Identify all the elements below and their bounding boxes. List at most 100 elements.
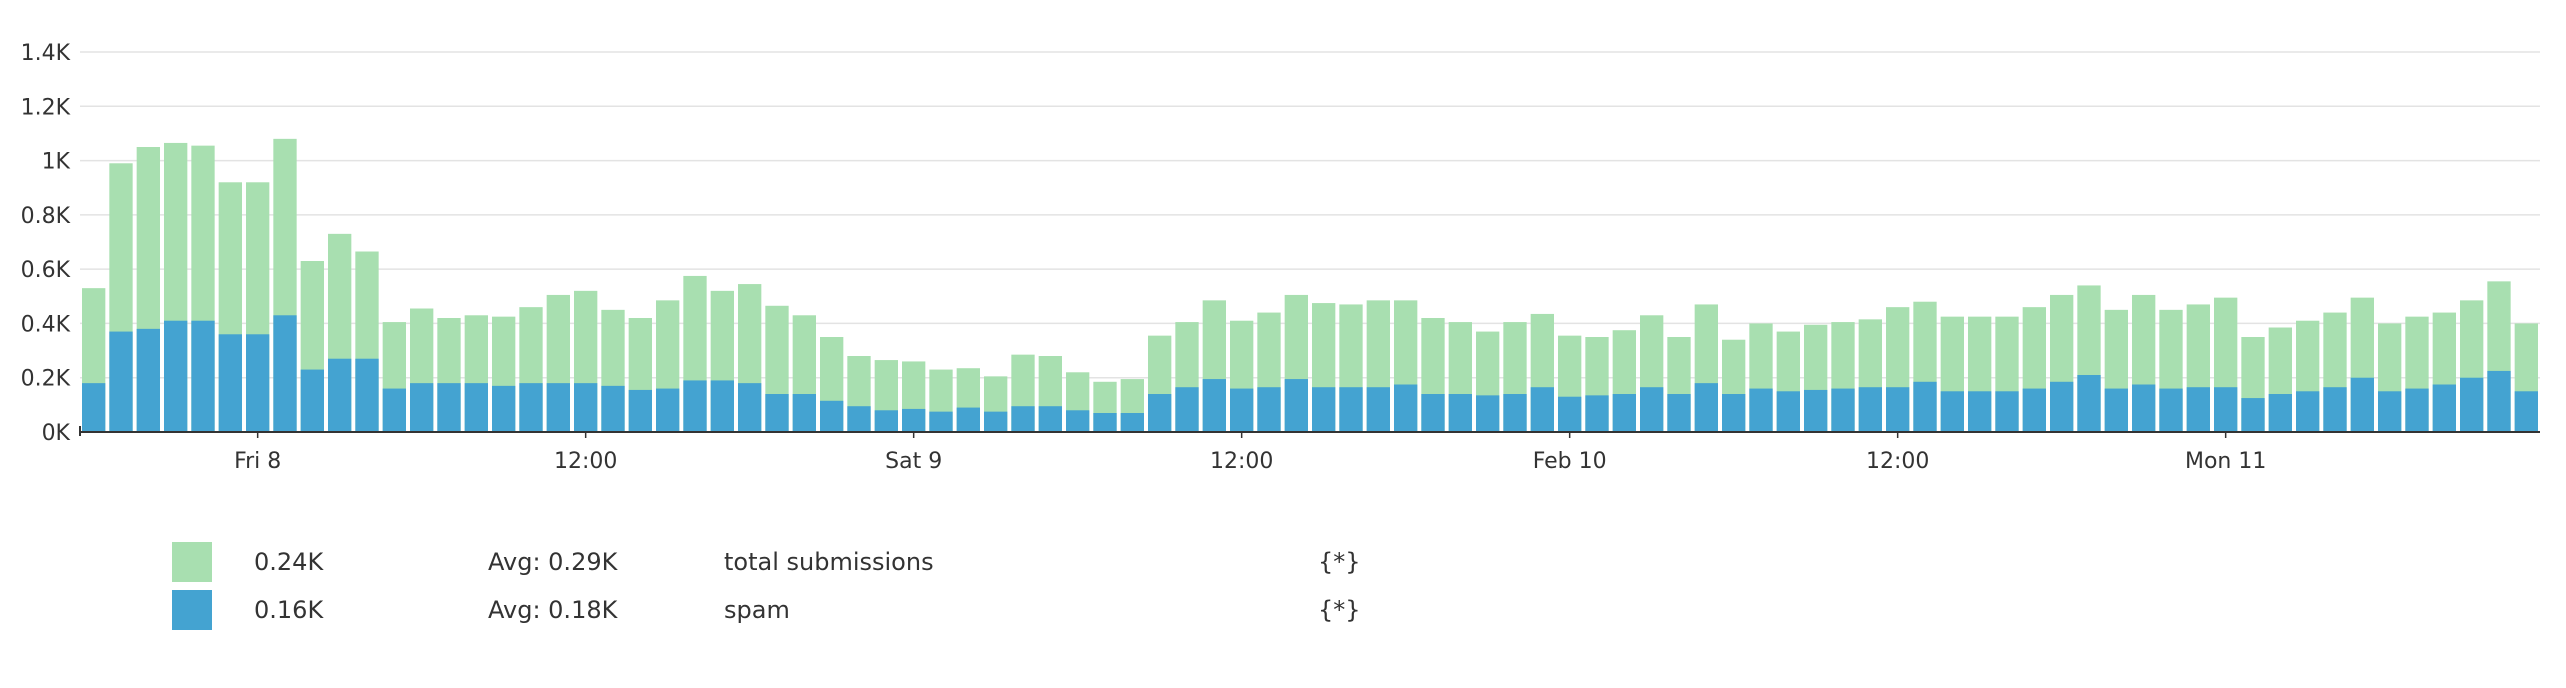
bar-spam (2050, 381, 2074, 432)
bar-chart: 0K 0.2K 0.4K 0.6K 0.8K 1K 1.2K 1.4K Fri 8 12:00 S… (21, 41, 2540, 474)
bar-spam (410, 383, 434, 432)
bar-spam (2378, 391, 2402, 432)
legend-swatch-total-submissions (172, 542, 212, 582)
legend-scope: {*} (1318, 548, 1361, 576)
bar-spam (1776, 391, 1800, 432)
bar-spam (2132, 384, 2156, 432)
bar-spam (1640, 387, 1664, 432)
x-tick-label: Mon 11 (2185, 449, 2266, 474)
bar-spam (2214, 387, 2238, 432)
bar-spam (1886, 387, 1910, 432)
bar-spam (2022, 388, 2046, 432)
bar-spam (1421, 394, 1445, 432)
legend-current-value: 0.24K (254, 548, 324, 576)
y-tick-label: 0.2K (21, 367, 71, 392)
bar-spam (382, 388, 406, 432)
legend-series-name: total submissions (724, 548, 934, 576)
y-tick-label: 0.4K (21, 312, 71, 337)
bar-spam (1093, 413, 1117, 432)
bar-spam (1366, 387, 1390, 432)
bar-spam (1284, 379, 1308, 432)
bar-spam (1148, 394, 1172, 432)
bar-spam (1503, 394, 1527, 432)
bar-spam (1968, 391, 1992, 432)
bar-spam (929, 411, 953, 432)
legend-average: Avg: 0.18K (488, 596, 618, 624)
bar-spam (328, 358, 352, 432)
bar-spam (2268, 394, 2292, 432)
bar-spam (355, 358, 379, 432)
bar-spam (820, 400, 844, 432)
bar-spam (1011, 406, 1035, 432)
legend: 0.24K Avg: 0.29K total submissions {*} 0… (172, 538, 1472, 634)
legend-average: Avg: 0.29K (488, 548, 618, 576)
bar-spam (273, 315, 297, 432)
bar-spam (136, 328, 160, 432)
bar-spam (191, 320, 215, 432)
bars (82, 138, 2538, 433)
bar-spam (218, 334, 242, 432)
bar-spam (1612, 394, 1636, 432)
y-tick-label: 0.6K (21, 258, 71, 283)
y-tick-label: 1.4K (21, 41, 71, 66)
bar-spam (109, 331, 133, 432)
bar-spam (1722, 394, 1746, 432)
x-tick-label: Sat 9 (885, 449, 942, 474)
bar-spam (2296, 391, 2320, 432)
bar-spam (601, 385, 625, 432)
bar-spam (1257, 387, 1281, 432)
y-tick-labels: 0K 0.2K 0.4K 0.6K 0.8K 1K 1.2K 1.4K (21, 41, 71, 446)
bar-spam (738, 383, 762, 432)
bar-spam (574, 383, 598, 432)
bar-spam (2350, 377, 2374, 432)
bar-spam (1585, 395, 1609, 432)
legend-row-total-submissions[interactable]: 0.24K Avg: 0.29K total submissions {*} (172, 538, 1472, 586)
bar-spam (546, 383, 570, 432)
bar-spam (300, 369, 324, 432)
grid-lines (80, 51, 2540, 379)
bar-spam (1230, 388, 1254, 432)
bar-spam (1530, 387, 1554, 432)
bar-spam (1476, 395, 1500, 432)
bar-spam (1202, 379, 1226, 432)
bar-spam (1120, 413, 1144, 432)
bar-spam (1858, 387, 1882, 432)
x-tick-label: Feb 10 (1533, 449, 1607, 474)
bar-spam (2323, 387, 2347, 432)
legend-row-spam[interactable]: 0.16K Avg: 0.18K spam {*} (172, 586, 1472, 634)
bar-spam (2077, 375, 2101, 432)
bar-spam (792, 394, 816, 432)
bar-spam (1804, 389, 1828, 432)
bar-spam (2514, 391, 2538, 432)
y-tick-label: 0.8K (21, 204, 71, 229)
bar-spam (246, 334, 270, 432)
bar-spam (1749, 388, 1773, 432)
bar-spam (82, 383, 106, 432)
y-tick-label: 1K (42, 150, 71, 175)
bar-spam (656, 388, 680, 432)
legend-current-value: 0.16K (254, 596, 324, 624)
bar-spam (1312, 387, 1336, 432)
bar-spam (2432, 384, 2456, 432)
bar-spam (683, 380, 707, 432)
bar-spam (1995, 391, 2019, 432)
bar-spam (765, 394, 789, 432)
bar-spam (874, 410, 898, 432)
bar-spam (710, 380, 734, 432)
bar-spam (2104, 388, 2128, 432)
bar-spam (1448, 394, 1472, 432)
x-tick-label: Fri 8 (234, 449, 281, 474)
bar-spam (1066, 410, 1090, 432)
bar-spam (1940, 391, 1964, 432)
bar-spam (519, 383, 543, 432)
y-tick-label: 1.2K (21, 95, 71, 120)
legend-scope: {*} (1318, 596, 1361, 624)
y-tick-label: 0K (42, 421, 71, 446)
x-tick-labels: Fri 8 12:00 Sat 9 12:00 Feb 10 12:00 Mon 11 (234, 449, 2266, 474)
bar-spam (1667, 394, 1691, 432)
x-tick-label: 12:00 (1866, 449, 1929, 474)
bar-spam (1558, 396, 1582, 432)
legend-swatch-spam (172, 590, 212, 630)
bar-spam (164, 320, 188, 432)
axes (79, 426, 2540, 438)
